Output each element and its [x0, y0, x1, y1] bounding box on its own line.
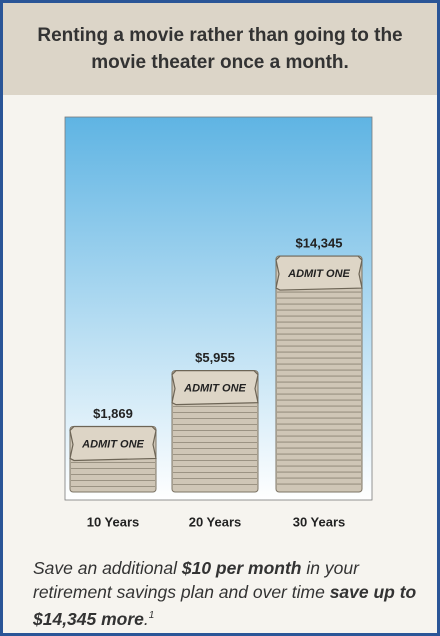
chart-title: Renting a movie rather than going to the… [37, 25, 403, 73]
caption: Save an additional $10 per month in your… [33, 556, 423, 631]
x-tick-label: 30 Years [293, 514, 346, 529]
caption-text: . [143, 608, 149, 629]
ticket [69, 425, 157, 462]
caption-text: Save an additional [33, 558, 177, 578]
ticket [275, 255, 363, 291]
x-tick-label: 20 Years [189, 514, 242, 529]
value-label: $1,869 [93, 406, 133, 421]
value-label: $14,345 [296, 235, 343, 250]
ticket [171, 370, 259, 406]
x-tick-label: 10 Years [87, 514, 140, 529]
bar [275, 255, 363, 493]
ticket-label: ADMIT ONE [287, 268, 350, 280]
caption-bold: $10 per month [181, 558, 302, 578]
caption-bold: save up to $14,345 more [33, 582, 417, 629]
ticket-label: ADMIT ONE [81, 438, 144, 450]
value-label: $5,955 [195, 350, 235, 365]
chart: ADMIT ONE $1,869 10 Years ADMIT ONE $5,955 20… [64, 116, 373, 529]
footnote-marker: 1 [148, 610, 155, 621]
header: Renting a movie rather than going to the… [3, 3, 437, 95]
ticket-label: ADMIT ONE [183, 383, 246, 395]
caption-text: in your retirement savings plan and over… [33, 558, 359, 602]
